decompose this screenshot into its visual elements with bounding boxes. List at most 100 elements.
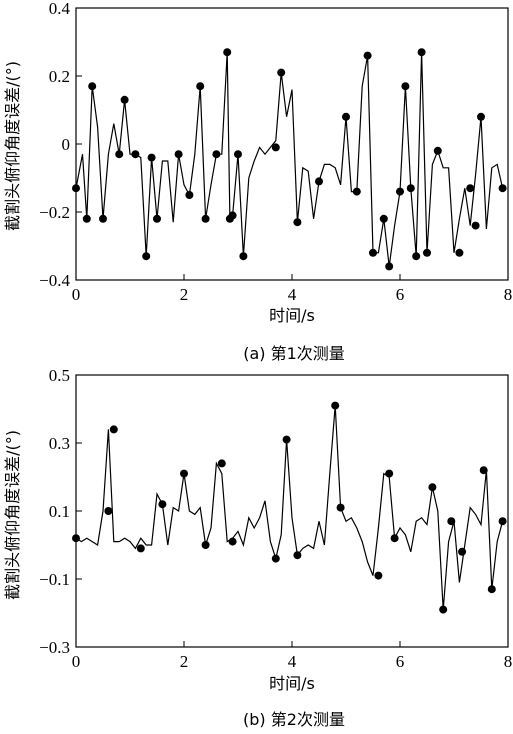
data-point-a [342,112,350,121]
data-point-a [72,184,80,193]
data-point-b [72,534,80,543]
data-point-a [401,82,410,91]
data-point-a [498,184,507,193]
data-point-a [466,184,475,193]
y-tick-label-a: −0.2 [39,203,70,222]
data-point-a [212,150,221,159]
data-point-a [455,248,464,257]
data-point-b [136,544,145,553]
data-point-a [153,214,161,223]
data-point-b [217,459,226,468]
data-point-a [363,51,372,60]
data-point-b [109,425,118,434]
data-point-b [439,605,448,614]
data-point-b [282,435,291,444]
data-point-b [374,571,383,580]
y-tick-label-a: 0.4 [49,0,71,18]
series-markers-b [72,401,507,614]
data-point-a [471,221,480,230]
x-tick-label-b: 6 [396,652,405,671]
data-point-b [331,401,340,410]
data-point-b [487,585,496,594]
data-point-b [447,517,456,526]
y-tick-labels-a: 0.4 0.2 0 −0.2 −0.4 [39,0,70,290]
x-tick-label-b: 2 [180,652,189,671]
data-point-a [369,248,377,257]
data-point-a [196,82,205,91]
data-point-a [120,95,129,104]
x-axis-label-a: 时间/s [269,306,315,325]
data-point-a [82,214,91,223]
data-point-a [174,150,183,159]
data-point-a [379,214,388,223]
series-line-a [75,52,504,267]
panel-b: 0.5 0.3 0.1 −0.1 −0.3 0 2 4 6 8 时间/s 截割头俯仰角度误差/(… [3,366,512,729]
data-point-b [201,541,210,549]
y-axis-label-a: 截割头俯仰角度误差/(°) [3,61,22,231]
data-point-b [458,547,467,556]
x-tick-label-a: 4 [288,285,297,304]
y-tick-label-b: 0.1 [49,502,70,521]
data-point-b [385,469,394,478]
caption-a: (a) 第1次测量 [243,344,345,363]
plot-frame-a [75,7,509,281]
y-tick-label-a: 0.2 [49,67,70,86]
data-point-b [479,466,488,475]
data-point-b [428,483,437,492]
y-tick-label-a: −0.4 [39,271,70,290]
data-point-a [88,82,97,91]
y-tick-label-b: 0.3 [49,434,70,453]
data-point-b [293,551,302,560]
x-tick-label-b: 4 [288,652,297,671]
x-tick-labels-b: 0 2 4 6 8 [72,652,513,671]
data-point-a [201,214,210,223]
series-markers-a [72,48,507,271]
data-point-b [158,500,167,509]
data-point-a [271,143,280,152]
data-point-a [406,184,415,193]
caption-b: (b) 第2次测量 [243,710,345,729]
y-tick-label-a: 0 [62,135,71,154]
x-tick-labels-a: 0 2 4 6 8 [72,285,513,304]
data-point-a [396,187,404,196]
data-point-b [271,554,280,563]
data-point-a [352,187,361,196]
data-point-a [315,177,323,186]
y-tick-label-b: 0.5 [49,366,70,385]
x-tick-label-a: 2 [180,285,189,304]
data-point-a [142,252,151,261]
panel-a: 0.4 0.2 0 −0.2 −0.4 0 2 4 6 8 时间/s 截割头俯仰角度误差/(°)… [3,0,512,363]
data-point-b [228,537,237,546]
tick-marks-b [75,374,509,648]
data-point-a [99,214,107,223]
y-tick-label-b: −0.1 [39,570,70,589]
data-point-a [412,252,421,261]
x-tick-label-a: 8 [504,285,513,304]
tick-marks-a [75,7,509,281]
x-tick-label-a: 6 [396,285,405,304]
data-point-b [498,517,507,526]
data-point-a [423,248,431,257]
data-point-a [293,218,302,227]
data-point-a [147,153,156,162]
data-point-b [104,507,113,515]
data-point-b [336,503,345,512]
data-point-a [185,191,194,199]
y-tick-label-b: −0.3 [39,638,70,657]
data-point-a [131,150,140,159]
data-point-a [385,262,394,271]
series-line-b [75,405,504,610]
x-axis-label-b: 时间/s [269,674,315,693]
data-point-a [234,150,242,159]
x-tick-label-b: 8 [504,652,513,671]
data-point-b [390,534,399,543]
data-point-a [277,68,286,77]
x-tick-label-a: 0 [72,285,81,304]
data-point-a [477,112,485,121]
data-point-a [433,146,442,155]
y-axis-label-b: 截割头俯仰角度误差/(°) [3,430,22,600]
data-point-a [228,211,237,220]
data-point-b [180,469,188,478]
data-point-a [417,48,426,57]
